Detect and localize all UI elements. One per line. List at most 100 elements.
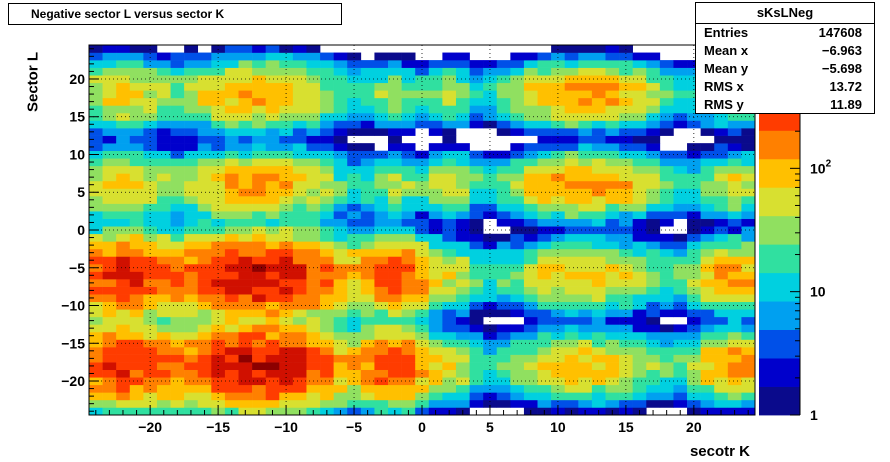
heatmap-cell [388, 52, 402, 61]
x-tick-label: −15 [206, 419, 230, 435]
heatmap-cell [415, 347, 430, 355]
heatmap-cell [333, 67, 348, 76]
heatmap-cell [265, 173, 280, 182]
heatmap-cell [415, 384, 430, 393]
heatmap-cell [646, 143, 661, 152]
heatmap-cell [388, 158, 402, 167]
palette-segment [759, 244, 800, 274]
heatmap-cell [224, 263, 239, 272]
heatmap-cell [700, 347, 715, 355]
heatmap-cell [619, 158, 633, 167]
heatmap-cell [415, 75, 430, 84]
heatmap-cell [211, 362, 226, 370]
heatmap-cell [714, 211, 729, 219]
heatmap-cell [252, 347, 266, 355]
heatmap-cell [238, 82, 253, 91]
heatmap-cell [591, 158, 606, 167]
heatmap-cell [333, 120, 348, 129]
heatmap-cell [143, 331, 158, 340]
heatmap-cell [129, 384, 144, 393]
heatmap-cell [496, 362, 511, 370]
heatmap-cell [347, 52, 362, 61]
heatmap-cell [211, 256, 226, 265]
heatmap-cell [700, 233, 715, 242]
heatmap-cell [156, 226, 171, 235]
heatmap-cell [646, 316, 661, 325]
heatmap-cell [265, 196, 280, 204]
heatmap-cell [224, 226, 239, 235]
heatmap-cell [727, 339, 742, 348]
heatmap-cell [646, 90, 661, 99]
heatmap-cell [496, 60, 511, 68]
heatmap-cell [143, 226, 158, 235]
heatmap-cell [591, 218, 606, 227]
heatmap-cell [578, 331, 593, 340]
heatmap-cell [197, 263, 212, 272]
heatmap-cell [496, 294, 511, 303]
heatmap-cell [510, 211, 525, 219]
heatmap-cell [619, 263, 633, 272]
heatmap-cell [320, 82, 334, 91]
heatmap-cell [605, 45, 620, 53]
heatmap-cell [306, 203, 321, 212]
heatmap-cell [252, 60, 266, 68]
heatmap-cell [292, 362, 307, 370]
heatmap-cell [632, 60, 647, 68]
heatmap-cell [551, 256, 566, 265]
heatmap-cell [551, 112, 566, 121]
heatmap-cell [673, 384, 688, 393]
heatmap-cell [646, 97, 661, 106]
heatmap-cell [170, 158, 185, 167]
heatmap-cell [102, 309, 117, 318]
heatmap-cell [551, 248, 566, 257]
heatmap-cell [170, 362, 185, 370]
heatmap-cell [564, 143, 579, 152]
heatmap-cell [347, 347, 362, 355]
heatmap-cell [659, 331, 674, 340]
heatmap-cell [116, 279, 131, 287]
heatmap-cell [455, 196, 470, 204]
heatmap-cell [265, 301, 280, 310]
heatmap-cell [211, 324, 226, 333]
heatmap-cell [333, 339, 348, 348]
heatmap-cell [564, 347, 579, 355]
heatmap-cell [320, 301, 334, 310]
heatmap-cell [333, 294, 348, 303]
heatmap-cell [714, 196, 729, 204]
x-tick-label: 0 [418, 419, 426, 435]
heatmap-cell [646, 211, 661, 219]
heatmap-cell [428, 180, 443, 189]
heatmap-cell [156, 399, 171, 408]
heatmap-cell [510, 362, 525, 370]
heatmap-cell [455, 203, 470, 212]
heatmap-cell [455, 399, 470, 408]
heatmap-cell [89, 347, 103, 355]
heatmap-cell [360, 203, 375, 212]
heatmap-cell [143, 82, 158, 91]
heatmap-cell [197, 339, 212, 348]
palette-segment [759, 358, 800, 387]
heatmap-cell [184, 331, 199, 340]
heatmap-cell [428, 286, 443, 295]
heatmap-cell [388, 399, 402, 408]
heatmap-cell [388, 263, 402, 272]
heatmap-cell [102, 67, 117, 76]
heatmap-cell [360, 233, 375, 242]
palette-segment [759, 215, 800, 245]
heatmap-cell [374, 67, 389, 76]
heatmap-cell [442, 135, 457, 144]
heatmap-cell [129, 248, 144, 257]
heatmap-cell [564, 279, 579, 287]
heatmap-cell [143, 67, 158, 76]
heatmap-cell [197, 67, 212, 76]
heatmap-cell [578, 384, 593, 393]
heatmap-cell [252, 188, 266, 197]
heatmap-cell [320, 165, 334, 174]
heatmap-cell [170, 105, 185, 114]
heatmap-cell [360, 112, 375, 121]
heatmap-cell [116, 120, 131, 129]
heatmap-cell [564, 97, 579, 106]
heatmap-cell [605, 294, 620, 303]
heatmap-cell [129, 150, 144, 159]
heatmap-cell [700, 331, 715, 340]
